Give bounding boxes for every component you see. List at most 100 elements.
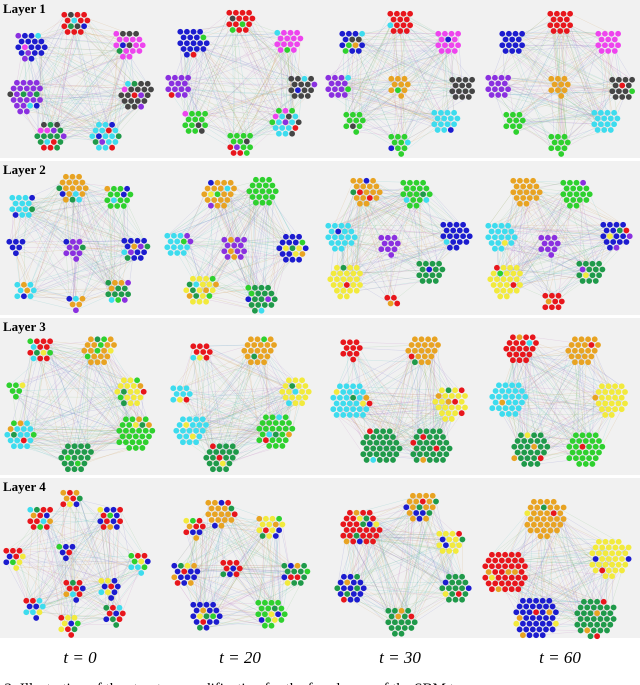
edge xyxy=(39,555,138,601)
node xyxy=(192,128,199,134)
node xyxy=(197,40,204,47)
node xyxy=(596,260,602,267)
edge xyxy=(333,188,420,274)
node xyxy=(134,98,141,104)
node xyxy=(65,466,71,473)
node xyxy=(183,385,190,392)
node xyxy=(279,251,286,257)
edge xyxy=(65,188,125,253)
node xyxy=(199,416,206,423)
node xyxy=(107,347,114,354)
edge xyxy=(223,179,263,206)
node xyxy=(134,377,141,384)
node xyxy=(435,342,441,348)
edge xyxy=(536,197,617,225)
edge xyxy=(196,284,252,294)
node xyxy=(92,127,99,134)
node xyxy=(237,138,244,145)
node xyxy=(299,377,305,384)
node xyxy=(269,515,276,522)
edge xyxy=(178,43,201,96)
edge xyxy=(242,24,308,85)
edge xyxy=(24,35,123,46)
edge xyxy=(80,397,141,470)
node xyxy=(203,343,210,350)
node xyxy=(308,75,314,82)
node xyxy=(604,109,611,116)
edge xyxy=(28,26,85,42)
node xyxy=(420,179,426,186)
node xyxy=(253,176,259,183)
node xyxy=(258,605,265,612)
edge xyxy=(511,342,537,397)
node xyxy=(353,276,360,283)
node xyxy=(193,619,200,625)
node xyxy=(388,145,395,152)
edge xyxy=(369,356,412,455)
edge xyxy=(32,586,112,613)
node xyxy=(595,400,602,407)
node xyxy=(35,44,41,51)
node xyxy=(71,454,78,461)
edge xyxy=(261,191,276,288)
node xyxy=(69,543,76,550)
node xyxy=(13,393,19,400)
edge xyxy=(36,521,40,601)
edge xyxy=(116,45,130,57)
node xyxy=(544,443,551,450)
node xyxy=(196,433,203,440)
node xyxy=(129,48,136,54)
node xyxy=(591,109,598,116)
node xyxy=(466,233,473,240)
edge xyxy=(587,362,622,387)
node xyxy=(335,240,342,246)
edge xyxy=(65,199,119,289)
node xyxy=(136,48,143,54)
node xyxy=(598,109,604,116)
edge xyxy=(413,199,420,264)
node xyxy=(340,389,347,395)
node xyxy=(16,559,23,566)
node xyxy=(391,246,398,253)
node xyxy=(290,35,297,42)
node xyxy=(217,185,224,192)
node xyxy=(81,347,88,354)
node xyxy=(363,457,370,463)
node xyxy=(592,394,599,401)
node xyxy=(524,455,531,462)
edge xyxy=(77,447,136,453)
edge xyxy=(267,248,280,288)
edge xyxy=(555,236,604,302)
edge xyxy=(366,180,436,270)
edge xyxy=(240,38,301,142)
edge xyxy=(196,565,298,623)
node xyxy=(433,434,440,440)
edge xyxy=(373,442,434,449)
node xyxy=(573,432,579,439)
edge xyxy=(358,50,453,92)
edge xyxy=(356,280,430,291)
node xyxy=(58,614,65,621)
node xyxy=(3,559,10,566)
node xyxy=(100,524,107,530)
node xyxy=(203,298,210,305)
edge xyxy=(7,434,78,453)
node xyxy=(353,264,360,271)
edge xyxy=(292,236,306,249)
edge xyxy=(349,362,429,404)
edge xyxy=(254,339,271,357)
node xyxy=(214,179,221,186)
node xyxy=(445,410,452,417)
edge xyxy=(101,561,142,581)
node xyxy=(359,42,365,49)
node xyxy=(505,86,511,93)
edge xyxy=(247,356,290,404)
edge xyxy=(234,256,293,260)
node xyxy=(124,383,131,389)
edge xyxy=(103,350,123,437)
edge xyxy=(585,247,617,264)
edge xyxy=(206,568,227,628)
node xyxy=(442,416,449,422)
edge xyxy=(242,24,305,79)
node xyxy=(347,264,353,271)
